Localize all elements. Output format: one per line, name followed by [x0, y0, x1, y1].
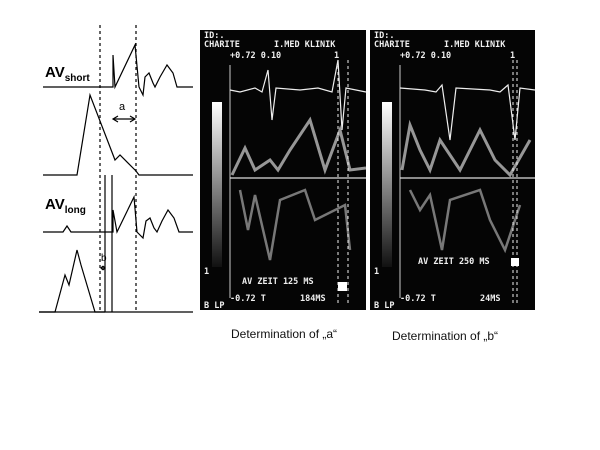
panel-a-header-left: CHARITE — [204, 40, 240, 50]
panel-a-scale-index: 1 — [204, 267, 210, 277]
av-short-sub: short — [64, 73, 90, 84]
panel-b-scale-top: +0.72 0.10 — [400, 51, 452, 61]
panel-b-mode: B LP — [374, 301, 395, 311]
echo-panel-a: ID:. CHARITE I.MED KLINIK +0.72 0.10 1 1… — [200, 30, 366, 310]
interval-a-label: a — [119, 101, 126, 113]
av-short-main: AV — [45, 64, 65, 81]
panel-a-scale-bottom: -0.72 T — [230, 294, 266, 304]
panel-b-time: 24MS — [480, 294, 501, 304]
panel-b-av-zeit: AV ZEIT 250 MS — [418, 257, 490, 267]
panel-b-header-right: I.MED KLINIK — [444, 40, 506, 50]
panel-a-time: 184MS — [300, 294, 326, 304]
av-delay-schematic — [39, 25, 193, 313]
panel-a-marker: 1 — [334, 51, 340, 61]
grayscale-bar — [212, 102, 222, 267]
panel-b-id: ID:. — [374, 31, 395, 41]
panel-b-header-left: CHARITE — [374, 40, 410, 50]
echo-panel-a-graphics — [212, 59, 366, 305]
echo-panel-b: ID:. CHARITE I.MED KLINIK +0.72 0.10 1 1… — [370, 30, 535, 310]
panel-a-scale-top: +0.72 0.10 — [230, 51, 282, 61]
av-long-sub: long — [64, 205, 86, 216]
panel-a-id: ID:. — [204, 31, 225, 41]
caption-a: Determination of „a“ — [231, 327, 338, 341]
panel-b-scale-index: 1 — [374, 267, 380, 277]
caption-b: Determination of „b“ — [392, 329, 499, 343]
panel-a-mode: B LP — [204, 301, 225, 311]
grayscale-bar — [382, 102, 392, 267]
doppler-trace-long — [39, 249, 105, 313]
panel-a-av-zeit: AV ZEIT 125 MS — [242, 277, 314, 287]
av-long-main: AV — [45, 196, 65, 213]
panel-b-scale-bottom: -0.72 T — [400, 294, 436, 304]
ecg-trace-long — [43, 194, 193, 240]
doppler-trace-short — [43, 92, 193, 176]
panel-b-marker: 1 — [510, 51, 516, 61]
av-short-label: AVshort — [45, 64, 90, 84]
av-long-label: AVlong — [45, 196, 86, 216]
panel-a-header-right: I.MED KLINIK — [274, 40, 336, 50]
ecg-trace-short — [43, 42, 193, 98]
interval-b-label: b — [101, 253, 107, 264]
echo-panel-b-graphics — [382, 60, 535, 305]
